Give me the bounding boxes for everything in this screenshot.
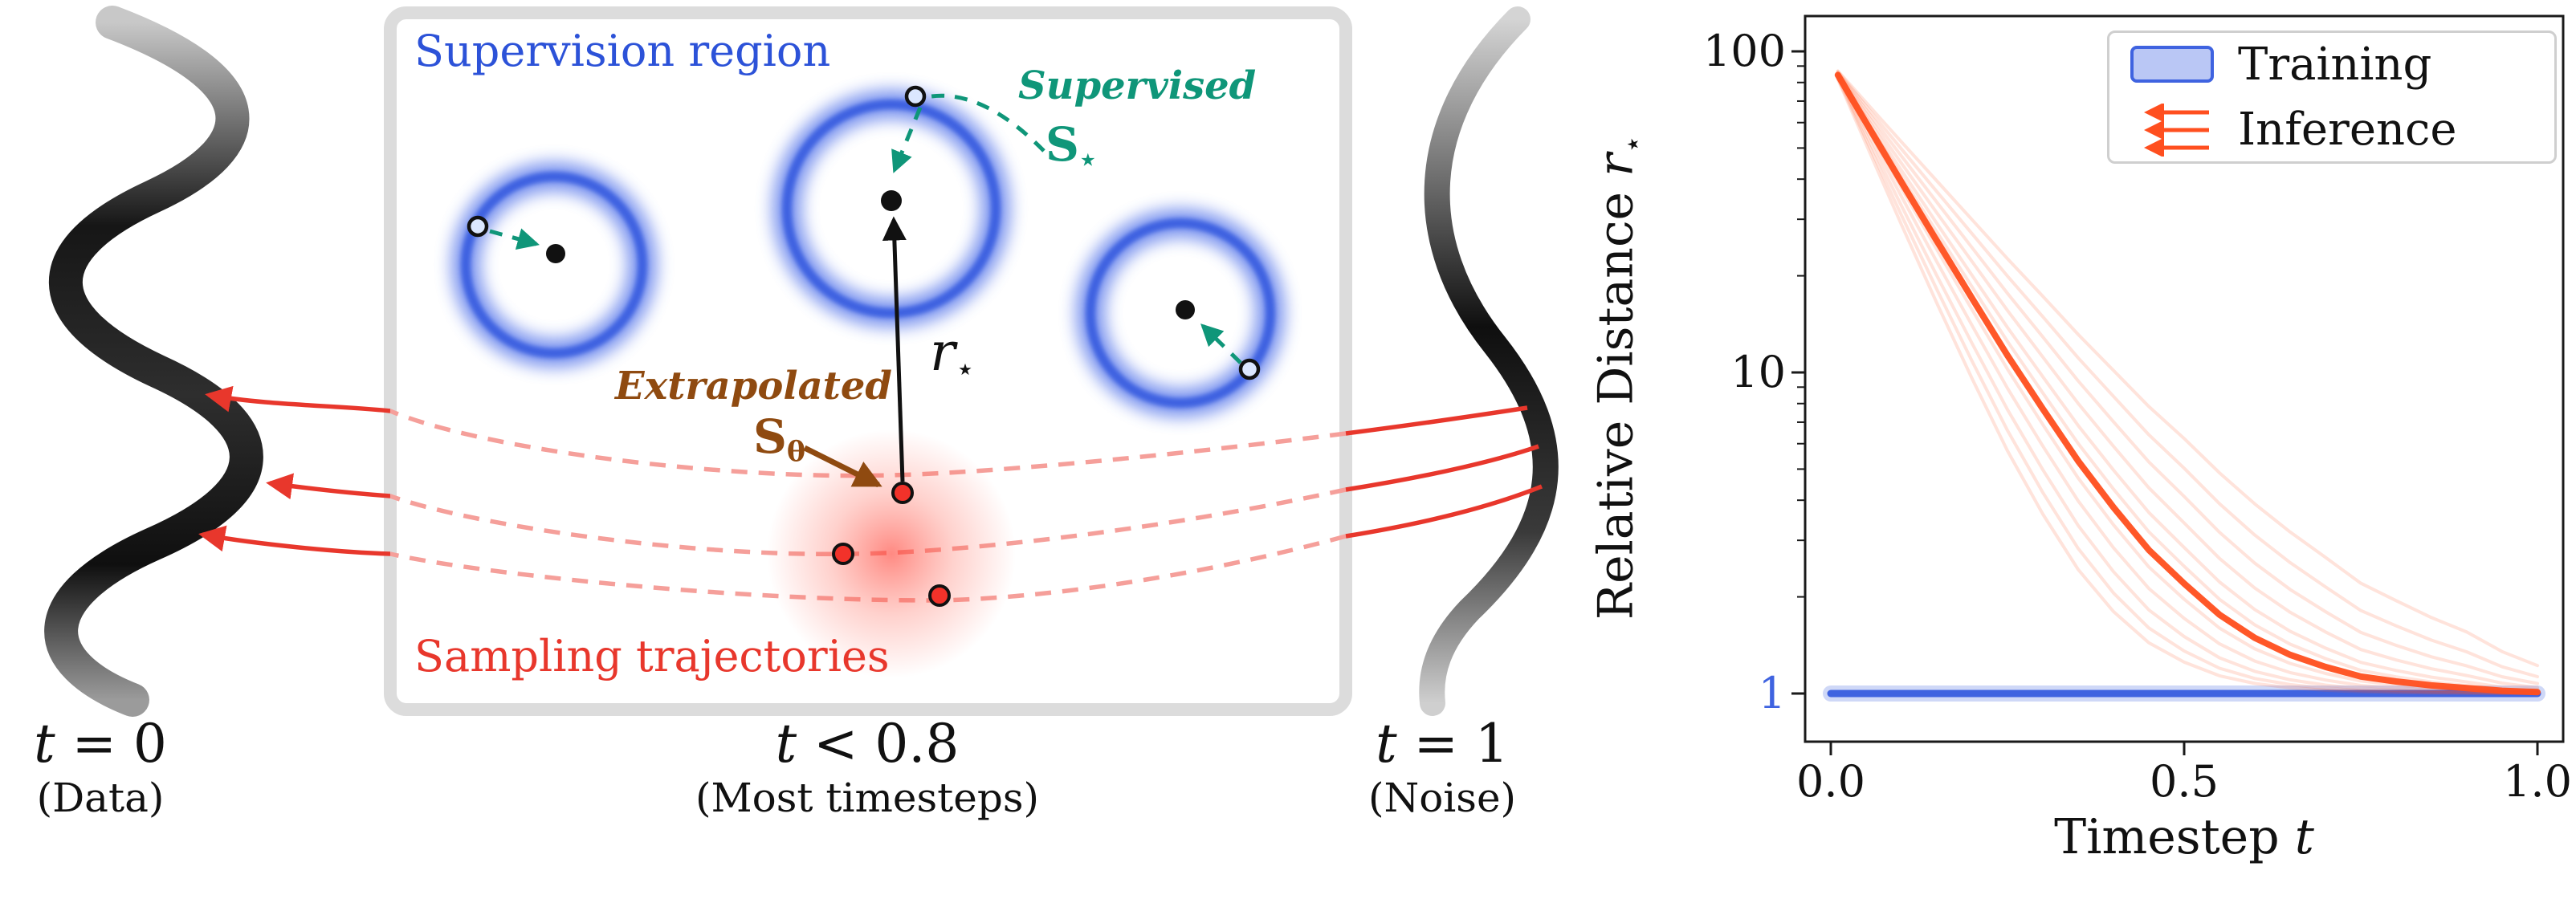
supervised-symbol-sub: ⋆ [1078,143,1097,177]
ytick-100: 100 [1702,26,1786,76]
supervised-symbol-base: S [1045,117,1079,172]
sampling-trajectories-label: Sampling trajectories [414,631,890,681]
stage-noise-time: t = 1 [1376,713,1509,775]
stage-mid-time: t < 0.8 [775,713,960,775]
stage-data-time: t = 0 [34,713,167,775]
xtick-05: 0.5 [2150,756,2219,807]
supervision-circle-2 [772,90,1010,327]
ring-sample-dots [467,85,1261,380]
training-label: Training [2238,38,2432,91]
extrapolated-arrow [803,445,882,488]
supervised-vectors [489,93,1242,364]
supervision-circle-3 [1076,209,1285,417]
extrapolated-symbol-base: S [753,409,787,464]
supervision-box [384,6,1352,716]
center-dots [546,190,1195,319]
chart-curves [1823,69,2545,702]
rstar-label: r⋆ [930,324,975,386]
data-wave [44,6,263,717]
extrapolated-symbol-sub: θ [786,435,806,469]
sample-dots [832,482,951,607]
stage-noise-desc: (Noise) [1367,775,1517,821]
sampling-trajectories-left [198,385,391,556]
inference-arrows-icon [2144,103,2209,157]
inference-label: Inference [2238,104,2457,156]
xtick-0: 0.0 [1796,756,1865,807]
stage-data-desc: (Data) [36,775,165,821]
rstar-arrow [882,216,907,482]
supervision-region-label: Supervision region [414,26,831,76]
sampling-trajectories-right [1345,405,1543,539]
chart-axes [1791,14,2565,755]
chart-legend: Training Inference [2107,31,2557,164]
ytick-10: 10 [1730,347,1786,397]
ytick-1: 1 [1758,668,1786,718]
extrapolated-label: Extrapolated [615,364,892,409]
supervised-symbol: S⋆ [1045,120,1097,175]
supervision-circle-1 [451,162,657,368]
chart-ylabel: Relative Distance r⋆ [1588,134,1650,620]
chart-xlabel: Timestep t [2054,809,2314,865]
stage-mid-desc: (Most timesteps) [695,775,1040,821]
rstar-sub: ⋆ [955,350,976,388]
training-swatch [2130,46,2214,83]
legend-item-inference: Inference [2130,103,2533,157]
rstar-base: r [930,321,956,383]
sampling-glow [767,429,1016,678]
noise-wave [1419,6,1559,716]
supervised-label: Supervised [1018,63,1257,108]
extrapolated-symbol: Sθ [753,413,805,467]
xtick-1: 1.0 [2503,756,2572,807]
chart-minor-ticks [1797,65,1805,598]
legend-item-training: Training [2130,39,2533,91]
